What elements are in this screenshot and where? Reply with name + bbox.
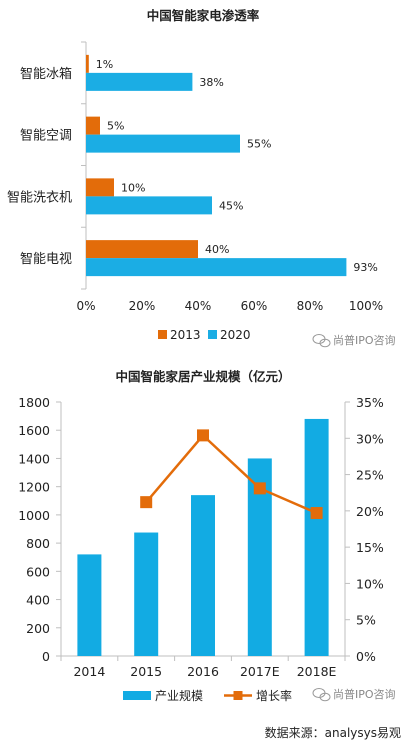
- right-tick-label: 15%: [356, 540, 384, 555]
- legend-swatch-scale: [123, 691, 151, 700]
- right-tick-label: 0%: [356, 649, 376, 664]
- legend-label-2013: 2013: [170, 328, 201, 342]
- bar-industry-scale: [191, 495, 215, 656]
- watermark-text: 尚普IPO咨询: [333, 333, 396, 347]
- x-tick-label: 60%: [241, 299, 268, 313]
- data-label: 1%: [96, 58, 113, 71]
- bar-2020: [86, 258, 347, 277]
- left-tick-label: 800: [26, 536, 50, 551]
- watermark-2: 尚普IPO咨询: [312, 687, 396, 702]
- bar-2013: [86, 178, 114, 197]
- legend-swatch-2020: [208, 330, 217, 339]
- penetration-chart: 中国智能家电渗透率 1% 38% 5% 55% 10% 45% 40% 93% 智能冰箱智能空…: [7, 8, 396, 348]
- x-tick-label: 2018E: [297, 664, 337, 679]
- data-label: 38%: [199, 76, 223, 89]
- category-label: 智能洗衣机: [7, 189, 72, 205]
- legend-swatch-2013: [158, 330, 167, 339]
- right-tick-label: 20%: [356, 504, 384, 519]
- data-label: 45%: [219, 199, 243, 212]
- left-tick-label: 1400: [18, 451, 50, 466]
- bar-industry-scale: [77, 554, 102, 656]
- bar-industry-scale: [247, 458, 272, 656]
- legend-label-growth: 增长率: [256, 688, 292, 703]
- industry-scale-chart: 中国智能家居产业规模（亿元） 0 200 400 600 800 1000 1200 1400…: [18, 369, 401, 740]
- bar-2013: [86, 240, 198, 259]
- right-tick-label: 10%: [356, 576, 384, 591]
- left-tick-label: 1200: [18, 480, 50, 495]
- left-tick-label: 1600: [18, 423, 50, 438]
- left-tick-label: 600: [26, 564, 50, 579]
- right-tick-label: 35%: [356, 395, 384, 410]
- right-tick-label: 25%: [356, 468, 384, 483]
- data-label: 40%: [205, 243, 229, 256]
- left-tick-label: 200: [26, 621, 50, 636]
- watermark-text: 尚普IPO咨询: [333, 687, 396, 701]
- data-label: 93%: [353, 261, 377, 274]
- x-tick-label: 80%: [297, 299, 324, 313]
- growth-rate-point: [197, 429, 209, 442]
- bar-2020: [86, 134, 240, 153]
- data-label: 10%: [121, 181, 145, 194]
- data-label: 5%: [107, 120, 124, 133]
- wechat-icon: [312, 688, 331, 702]
- bar-2013: [86, 54, 89, 73]
- watermark-1: 尚普IPO咨询: [312, 333, 396, 348]
- bar-industry-scale: [134, 532, 159, 656]
- left-tick-label: 400: [26, 593, 50, 608]
- industry-chart-title: 中国智能家居产业规模（亿元）: [115, 369, 290, 384]
- legend-label-2020: 2020: [220, 328, 251, 342]
- bar-2013: [86, 116, 100, 135]
- x-tick-label: 2014: [73, 664, 105, 679]
- penetration-legend: 2013 2020: [158, 328, 251, 342]
- legend-marker-growth: [233, 691, 243, 700]
- bar-industry-scale: [304, 418, 329, 656]
- left-tick-label: 1800: [18, 395, 50, 410]
- industry-legend: 产业规模 增长率: [123, 688, 292, 703]
- x-tick-label: 2016: [187, 664, 219, 679]
- category-label: 智能电视: [20, 252, 72, 267]
- legend-label-scale: 产业规模: [155, 688, 203, 703]
- growth-rate-point: [310, 507, 323, 520]
- x-tick-label: 0%: [76, 299, 95, 313]
- left-tick-label: 1000: [18, 508, 50, 523]
- growth-rate-point: [140, 496, 153, 509]
- x-tick-label: 40%: [185, 299, 212, 313]
- x-tick-label: 100%: [349, 299, 383, 313]
- right-tick-label: 5%: [356, 613, 376, 628]
- left-tick-label: 0: [42, 649, 50, 664]
- bar-2020: [86, 72, 193, 91]
- category-label: 智能冰箱: [20, 66, 72, 82]
- right-tick-label: 30%: [356, 431, 384, 446]
- growth-rate-line: [145, 433, 318, 515]
- x-tick-label: 2017E: [240, 664, 280, 679]
- data-label: 55%: [247, 138, 271, 151]
- wechat-icon: [312, 334, 331, 348]
- bar-2020: [86, 196, 212, 215]
- x-tick-label: 2015: [130, 664, 162, 679]
- x-tick-label: 20%: [129, 299, 156, 313]
- category-label: 智能空调: [20, 129, 72, 144]
- growth-rate-point: [253, 482, 266, 495]
- data-source: 数据来源：analysys易观: [265, 725, 401, 740]
- penetration-chart-title: 中国智能家电渗透率: [147, 8, 260, 23]
